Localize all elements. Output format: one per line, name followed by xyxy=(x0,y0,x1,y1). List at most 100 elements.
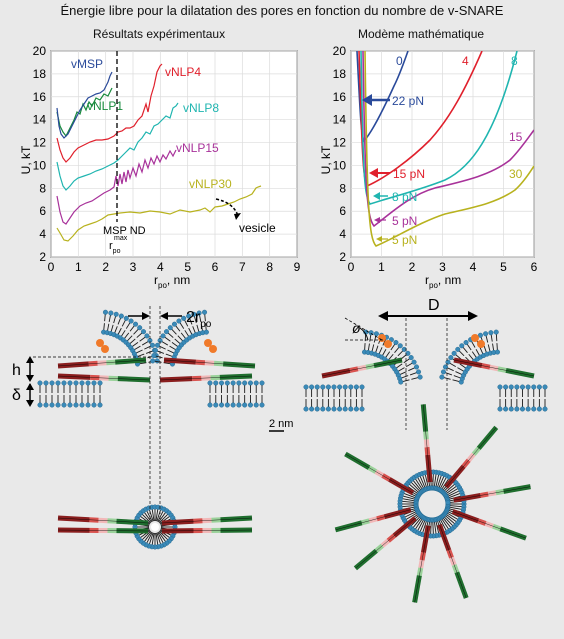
lipid-head xyxy=(91,380,97,386)
force-arrowhead-8pN xyxy=(373,192,380,200)
label-vmsp: vMSP xyxy=(71,57,103,71)
lipid-tail xyxy=(159,530,170,538)
y-tick-label: 4 xyxy=(39,227,46,241)
label-vnlp8: vNLP8 xyxy=(183,101,219,115)
left-grid xyxy=(50,50,298,258)
lipid-head xyxy=(536,406,542,412)
right-xlabel: rpo, nm xyxy=(425,273,461,290)
x-tick-label: 8 xyxy=(266,260,273,274)
x-tick-label: 3 xyxy=(439,260,446,274)
x-tick-label: 1 xyxy=(75,260,82,274)
lipid-head xyxy=(440,369,446,375)
lipid-tail xyxy=(144,512,152,523)
lipid-tail xyxy=(432,521,434,534)
lipid-tail xyxy=(151,532,155,545)
vesicle-arrowhead xyxy=(234,213,241,220)
lipid-head xyxy=(320,406,326,412)
figure-title: Énergie libre pour la dilatation des por… xyxy=(60,3,504,18)
lipid-head xyxy=(531,384,537,390)
lipid-tail xyxy=(419,476,426,488)
lipid-tail xyxy=(432,474,434,487)
lipid-tail xyxy=(159,516,170,524)
annotation-rpo-max-sup: max xyxy=(114,235,128,242)
lipid-head xyxy=(141,329,147,335)
lipid-head xyxy=(488,330,494,336)
lipid-tail xyxy=(403,493,416,499)
snare-outline xyxy=(57,529,149,532)
snare-outline xyxy=(57,517,149,524)
lipid-tail xyxy=(445,515,455,525)
lipid-head xyxy=(242,402,248,408)
y-tick-label: 18 xyxy=(333,67,347,81)
lipid-head xyxy=(73,402,79,408)
orange-marker xyxy=(204,339,212,347)
lipid-head xyxy=(331,384,337,390)
force-arrowhead-22pN xyxy=(362,94,372,106)
lipid-tail xyxy=(144,531,152,542)
lipid-tail xyxy=(146,510,153,522)
x-tick-label: 9 xyxy=(294,260,301,274)
lipid-head xyxy=(49,402,55,408)
lipid-head xyxy=(448,355,454,361)
lipid-head xyxy=(61,380,67,386)
lipid-head xyxy=(163,329,169,335)
lipid-head xyxy=(247,402,253,408)
h-arrowhead-top xyxy=(26,356,34,363)
lipid-head xyxy=(155,342,161,348)
lipid-head xyxy=(97,380,103,386)
lipid-head xyxy=(151,353,157,359)
lipid-head xyxy=(97,402,103,408)
lipid-head xyxy=(325,384,331,390)
label-vnlp4: vNLP4 xyxy=(165,65,201,79)
lipid-head xyxy=(213,380,219,386)
force-arrowhead-5pN-30 xyxy=(376,236,382,242)
annotation-msp-nd: MSP ND xyxy=(103,225,146,237)
lipid-head xyxy=(503,406,509,412)
phi-arc xyxy=(359,327,369,341)
lipid-head xyxy=(108,310,114,316)
label-phi: ø xyxy=(352,320,361,336)
lipid-head xyxy=(79,380,85,386)
lipid-head xyxy=(49,380,55,386)
lipid-head xyxy=(219,380,225,386)
lipid-head xyxy=(451,350,457,356)
lipid-head xyxy=(359,384,365,390)
lipid-head xyxy=(520,384,526,390)
left-curves xyxy=(56,51,262,242)
lipid-tail xyxy=(445,483,455,493)
lipid-head xyxy=(43,402,49,408)
lipid-head xyxy=(497,406,503,412)
curve-vnlp30 xyxy=(56,185,262,242)
lipid-head xyxy=(325,406,331,412)
lipid-head xyxy=(536,384,542,390)
lipid-head xyxy=(348,384,354,390)
lipid-head xyxy=(253,380,259,386)
lipid-tail xyxy=(419,520,426,532)
snare-outline xyxy=(453,359,535,377)
lipid-tail xyxy=(409,483,419,493)
x-tick-label: 5 xyxy=(500,260,507,274)
y-tick-label: 14 xyxy=(333,113,347,127)
lipid-tail xyxy=(151,509,155,522)
lipid-tail xyxy=(402,505,415,508)
y-tick-label: 10 xyxy=(33,158,47,172)
lipid-tail xyxy=(155,532,159,545)
left-panel-subtitle: Résultats expérimentaux xyxy=(93,27,226,41)
curve-vnlp15 xyxy=(56,149,177,225)
lipid-tail xyxy=(422,520,427,533)
orange-marker xyxy=(96,339,104,347)
lipid-head xyxy=(417,374,423,380)
delta-arrowhead-bottom xyxy=(26,400,34,407)
lipid-head xyxy=(397,343,403,349)
curve-vnlp1 xyxy=(56,87,113,138)
snare-outline xyxy=(345,453,414,494)
lipid-head xyxy=(414,364,420,370)
lipid-tail xyxy=(417,519,424,531)
lipid-tail xyxy=(437,475,442,488)
lipid-head xyxy=(236,380,242,386)
lipid-head xyxy=(171,321,177,327)
y-tick-label: 4 xyxy=(339,227,346,241)
lipid-head xyxy=(331,406,337,412)
force-label-22pN: 22 pN xyxy=(392,94,424,108)
